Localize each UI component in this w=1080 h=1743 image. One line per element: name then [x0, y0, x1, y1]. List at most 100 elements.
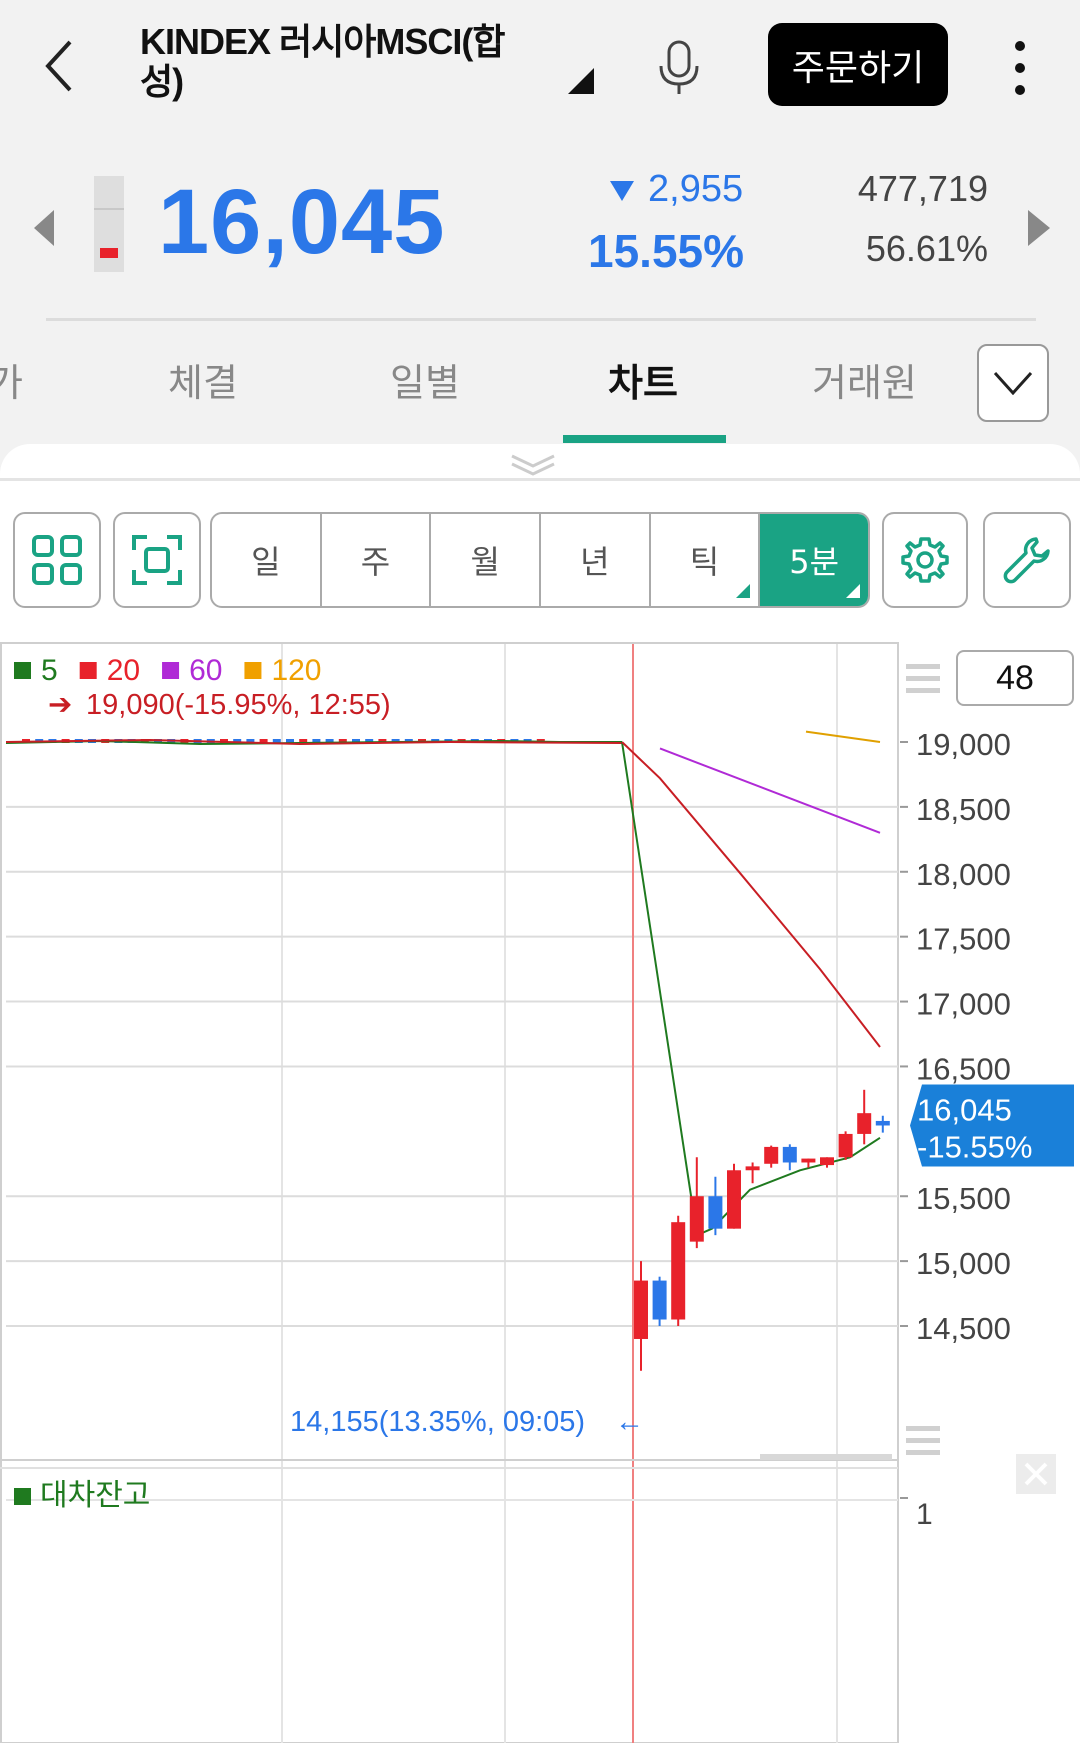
- legend-swatch: [14, 662, 31, 679]
- period-month[interactable]: 월: [431, 514, 542, 606]
- candle-body: [671, 1222, 686, 1320]
- period-day[interactable]: 일: [212, 514, 322, 606]
- high-annotation-label: 19,090(-15.95%, 12:55): [86, 689, 391, 721]
- low-annotation-arrow: ←: [615, 1406, 644, 1438]
- candle-body: [689, 1196, 704, 1242]
- subchart-legend-label: 대차잔고: [40, 1478, 150, 1513]
- y-axis-tick-label: 14,500: [916, 1311, 1011, 1346]
- tab-more-button[interactable]: [977, 344, 1049, 422]
- y-axis-tick-label: 15,500: [916, 1181, 1011, 1216]
- tick-menu-corner-icon: [736, 584, 751, 598]
- y-axis-tick-label: 17,500: [916, 922, 1011, 957]
- fullscreen-icon: [132, 535, 182, 585]
- candle-count-input[interactable]: 48: [956, 650, 1074, 706]
- y-axis-tick-label: 19,000: [916, 727, 1011, 762]
- period-tick-label: 틱: [689, 543, 720, 581]
- panel-menu-icon: [906, 1426, 940, 1431]
- stock-title[interactable]: KINDEX 러시아MSCI(합성): [140, 21, 506, 102]
- ma20-line: [621, 741, 881, 1048]
- candle-body: [652, 1280, 667, 1320]
- ma60-line: [659, 747, 881, 834]
- panel-menu-icon: [906, 676, 940, 681]
- ma20-line-prev: [5, 738, 623, 746]
- panel-menu-icon: [906, 1438, 940, 1443]
- legend-swatch: [162, 662, 180, 679]
- chart-panel: 일 주 월 년 틱 5분 48 19,000 18,500 18,000 17,500…: [0, 444, 1080, 1743]
- back-arrow-icon[interactable]: [40, 36, 80, 96]
- quote-divider: [46, 318, 1036, 321]
- grid-icon: [32, 535, 82, 585]
- tab-chart[interactable]: 차트: [608, 361, 678, 405]
- tab-daily[interactable]: 일별: [390, 361, 460, 405]
- high-annotation-arrow: ➔: [48, 689, 72, 721]
- prev-session-candle: [391, 739, 400, 743]
- down-triangle-icon: [610, 180, 634, 201]
- more-options-icon[interactable]: [1005, 38, 1035, 98]
- period-year-label: 년: [580, 543, 610, 581]
- panel-divider: [0, 478, 1080, 481]
- ma120-line: [805, 730, 881, 743]
- price-chart[interactable]: 19,000 18,500 18,000 17,500 17,000 16,500 15,5…: [0, 642, 1080, 1743]
- subchart-legend-swatch: [14, 1488, 31, 1505]
- y-axis-tick-label: 17,000: [916, 987, 1011, 1022]
- panel-menu-icon: [906, 688, 940, 693]
- collapse-handle-icon[interactable]: [508, 452, 558, 476]
- y-axis-tick-label: 15,000: [916, 1246, 1011, 1281]
- period-month-label: 월: [470, 543, 500, 581]
- order-button[interactable]: 주문하기: [768, 23, 948, 106]
- prev-session-candle: [259, 739, 268, 743]
- app-header: KINDEX 러시아MSCI(합성) 주문하기: [0, 0, 1080, 130]
- chart-tools-button[interactable]: [983, 512, 1071, 608]
- candle-body: [838, 1133, 853, 1158]
- layout-grid-button[interactable]: [13, 512, 101, 608]
- legend-label: 20: [107, 654, 140, 687]
- tab-price[interactable]: 가: [0, 361, 23, 405]
- period-5min[interactable]: 5분: [760, 514, 868, 606]
- candle-body: [782, 1146, 797, 1163]
- prev-session-candle: [233, 739, 242, 743]
- tab-bar: 가 체결 일별 차트 거래원: [0, 330, 1080, 443]
- next-stock-arrow-icon[interactable]: [1028, 210, 1050, 246]
- trade-volume: 477,719: [857, 168, 988, 209]
- period-selector: 일 주 월 년 틱 5분: [210, 512, 870, 608]
- subchart-y-tick-label: 1: [916, 1498, 933, 1531]
- candle-body: [708, 1196, 723, 1229]
- period-week-label: 주: [360, 543, 391, 581]
- microphone-icon[interactable]: [655, 38, 703, 98]
- title-dropdown-icon[interactable]: [568, 68, 594, 94]
- ma5-line: [621, 741, 881, 1237]
- period-5min-label: 5분: [789, 543, 840, 581]
- fullscreen-button[interactable]: [113, 512, 201, 608]
- period-year[interactable]: 년: [541, 514, 651, 606]
- prev-session-candle: [286, 739, 294, 743]
- candle-body: [727, 1170, 741, 1229]
- prev-session-candle: [325, 739, 334, 743]
- prev-session-candle: [299, 739, 308, 743]
- tab-brokers[interactable]: 거래원: [812, 361, 917, 405]
- price-change-amount: 2,955: [610, 168, 743, 211]
- candle-body: [745, 1166, 760, 1171]
- prev-session-candle: [272, 739, 281, 743]
- current-price-flag-price: 16,045: [917, 1092, 1012, 1127]
- candle-body: [875, 1120, 890, 1126]
- current-price: 16,045: [158, 171, 446, 273]
- chart-toolbar: 일 주 월 년 틱 5분: [0, 512, 1080, 612]
- low-annotation-label: 14,155(13.35%, 09:05): [290, 1406, 585, 1438]
- subchart-close-icon-stroke: [1024, 1462, 1048, 1486]
- prev-stock-arrow-icon[interactable]: [34, 210, 56, 246]
- chart-frame: [0, 642, 899, 1743]
- price-change-percent: 15.55%: [588, 225, 745, 277]
- period-day-label: 일: [251, 543, 281, 581]
- y-axis-tick-label: 16,500: [916, 1051, 1011, 1086]
- panel-menu-icon: [906, 1450, 940, 1455]
- candle-body: [857, 1113, 872, 1134]
- legend-label: 5: [41, 654, 58, 687]
- tab-trades[interactable]: 체결: [168, 361, 238, 405]
- period-tick[interactable]: 틱: [651, 514, 761, 606]
- candle-body: [820, 1157, 834, 1166]
- prev-session-candle: [365, 739, 374, 743]
- chart-settings-button[interactable]: [882, 512, 968, 608]
- period-week[interactable]: 주: [322, 514, 432, 606]
- legend-swatch: [79, 662, 97, 679]
